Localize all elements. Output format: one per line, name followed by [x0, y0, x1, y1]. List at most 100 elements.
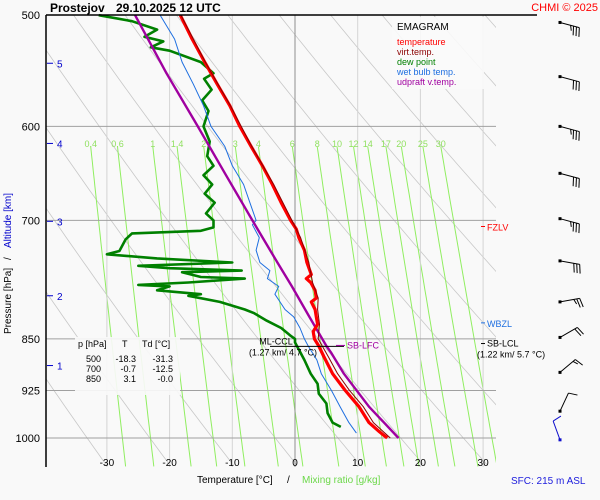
- dry-adiabat-line: [381, 15, 496, 147]
- wind-barb: [558, 326, 584, 339]
- mixing-ratio-line: [152, 146, 192, 467]
- mixing-ratio-label: 14: [363, 139, 373, 149]
- table-row: 850 3.1 -0.0: [86, 374, 173, 384]
- mixing-ratio-label: 20: [396, 139, 406, 149]
- barb-shaft: [559, 21, 580, 29]
- barb-flag: [574, 328, 582, 337]
- x-tick-label: 0: [292, 458, 298, 469]
- table-header-t: T: [122, 339, 128, 349]
- mixing-ratio-line: [336, 146, 387, 467]
- table-cell: 500: [86, 354, 101, 364]
- wbzl-label: WBZL: [487, 319, 512, 329]
- legend-background: [392, 17, 484, 89]
- mixing-ratio-label: 3: [233, 139, 238, 149]
- dry-adiabat-line: [227, 15, 496, 338]
- barb-flag: [573, 299, 578, 305]
- barb-shaft: [559, 218, 580, 225]
- mixing-ratio-label: 12: [348, 139, 358, 149]
- barb-station-dot: [558, 124, 562, 128]
- x-tick-label: 10: [352, 458, 364, 469]
- mixing-ratio-label: 1: [150, 139, 155, 149]
- x-axis-label-mixing: Mixing ratio [g/kg]: [302, 475, 381, 486]
- barb-station-dot: [558, 335, 562, 339]
- datetime-title: 29.10.2025 12 UTC: [116, 1, 221, 15]
- barb-flag: [576, 298, 581, 308]
- barb-shaft: [552, 420, 561, 440]
- mixing-ratio-line: [90, 146, 127, 467]
- mixing-ratio-label: 8: [315, 139, 320, 149]
- mixing-ratio-label: 10: [332, 139, 342, 149]
- mixing-ratio-label: 17: [381, 139, 391, 149]
- legend-wet-bulb: wet bulb temp.: [396, 67, 456, 77]
- series-udpraft-v-temp: [134, 14, 400, 439]
- mixing-ratio-label: 4: [256, 139, 261, 149]
- y-tick-label: 925: [22, 385, 40, 397]
- altitude-tick-label: 5: [57, 59, 63, 70]
- mixing-ratio-line: [353, 146, 405, 467]
- table-cell: -0.7: [120, 364, 136, 374]
- barb-shaft: [559, 172, 580, 180]
- mixing-ratio-line: [234, 146, 279, 467]
- x-tick-label: 20: [415, 458, 427, 469]
- table-header-p: p [hPa]: [78, 339, 107, 349]
- station-title: Prostejov: [50, 1, 105, 15]
- mixing-ratio-line: [400, 146, 456, 467]
- mixing-ratio-label: 2: [201, 139, 206, 149]
- annotations: ML-CCL(1.27 km/ 4.7 °C) SB-LFC FZLV WBZL SB-…: [249, 222, 545, 359]
- y-axis-sep: /: [3, 257, 14, 260]
- barb-station-dot: [558, 300, 562, 304]
- mixing-ratio-line: [316, 146, 366, 467]
- y-tick-label: 500: [22, 10, 40, 22]
- wind-barb: [558, 171, 580, 188]
- mixing-ratio-line: [422, 146, 479, 467]
- legend-box: [392, 17, 484, 89]
- table-cell: -31.3: [152, 354, 173, 364]
- legend-virt-temp: virt.temp.: [397, 47, 434, 57]
- table-cell: -18.3: [115, 354, 136, 364]
- barb-station-dot: [558, 409, 562, 413]
- barb-station-dot: [558, 438, 562, 442]
- x-axis-label: Temperature [°C]: [197, 475, 273, 486]
- table-cell: 3.1: [123, 374, 136, 384]
- legend-updraft: udpraft v.temp.: [397, 77, 456, 87]
- wind-barb: [558, 259, 581, 274]
- credit-label: CHMI © 2025: [531, 2, 598, 14]
- wind-barb: [558, 297, 584, 308]
- table-row: 500 -18.3 -31.3: [86, 354, 173, 364]
- barb-shaft: [559, 297, 580, 303]
- y-axis-label-altitude: Altitude [km]: [3, 193, 14, 248]
- wind-barb: [558, 359, 583, 374]
- altitude-tick-label: 2: [57, 292, 63, 303]
- sb-lcl-sublabel: (1.22 km/ 5.7 °C): [477, 350, 545, 360]
- barb-station-dot: [558, 370, 562, 374]
- wind-barb: [558, 392, 578, 413]
- wind-barb: [558, 217, 580, 234]
- barb-flag: [575, 359, 583, 366]
- barb-flag: [552, 415, 562, 422]
- barb-station-dot: [558, 75, 562, 79]
- altitude-tick-label: 3: [57, 217, 63, 228]
- table-cell: 700: [86, 364, 101, 374]
- series-dew-point: [98, 13, 342, 429]
- dry-adiabat-line: [278, 15, 496, 273]
- x-tick-label: -30: [100, 458, 115, 469]
- table-cell: -0.0: [157, 374, 173, 384]
- mixing-ratio-line: [176, 146, 218, 467]
- barb-flag: [576, 327, 584, 335]
- x-tick-label: 30: [478, 458, 490, 469]
- mixing-ratio-line: [117, 146, 155, 467]
- mixing-ratio-line: [385, 146, 439, 467]
- mixing-ratio-line: [440, 146, 496, 464]
- barb-flag: [570, 129, 572, 135]
- wind-barbs: [552, 20, 584, 442]
- legend-dew-point: dew point: [397, 57, 436, 67]
- barb-flag: [568, 392, 578, 396]
- surface-label: SFC: 215 m ASL: [511, 476, 586, 487]
- barb-shaft: [559, 326, 578, 338]
- wind-barb: [558, 20, 580, 37]
- mixing-ratio-label: 6: [290, 139, 295, 149]
- barb-flag: [579, 298, 584, 308]
- barb-flag: [570, 25, 572, 31]
